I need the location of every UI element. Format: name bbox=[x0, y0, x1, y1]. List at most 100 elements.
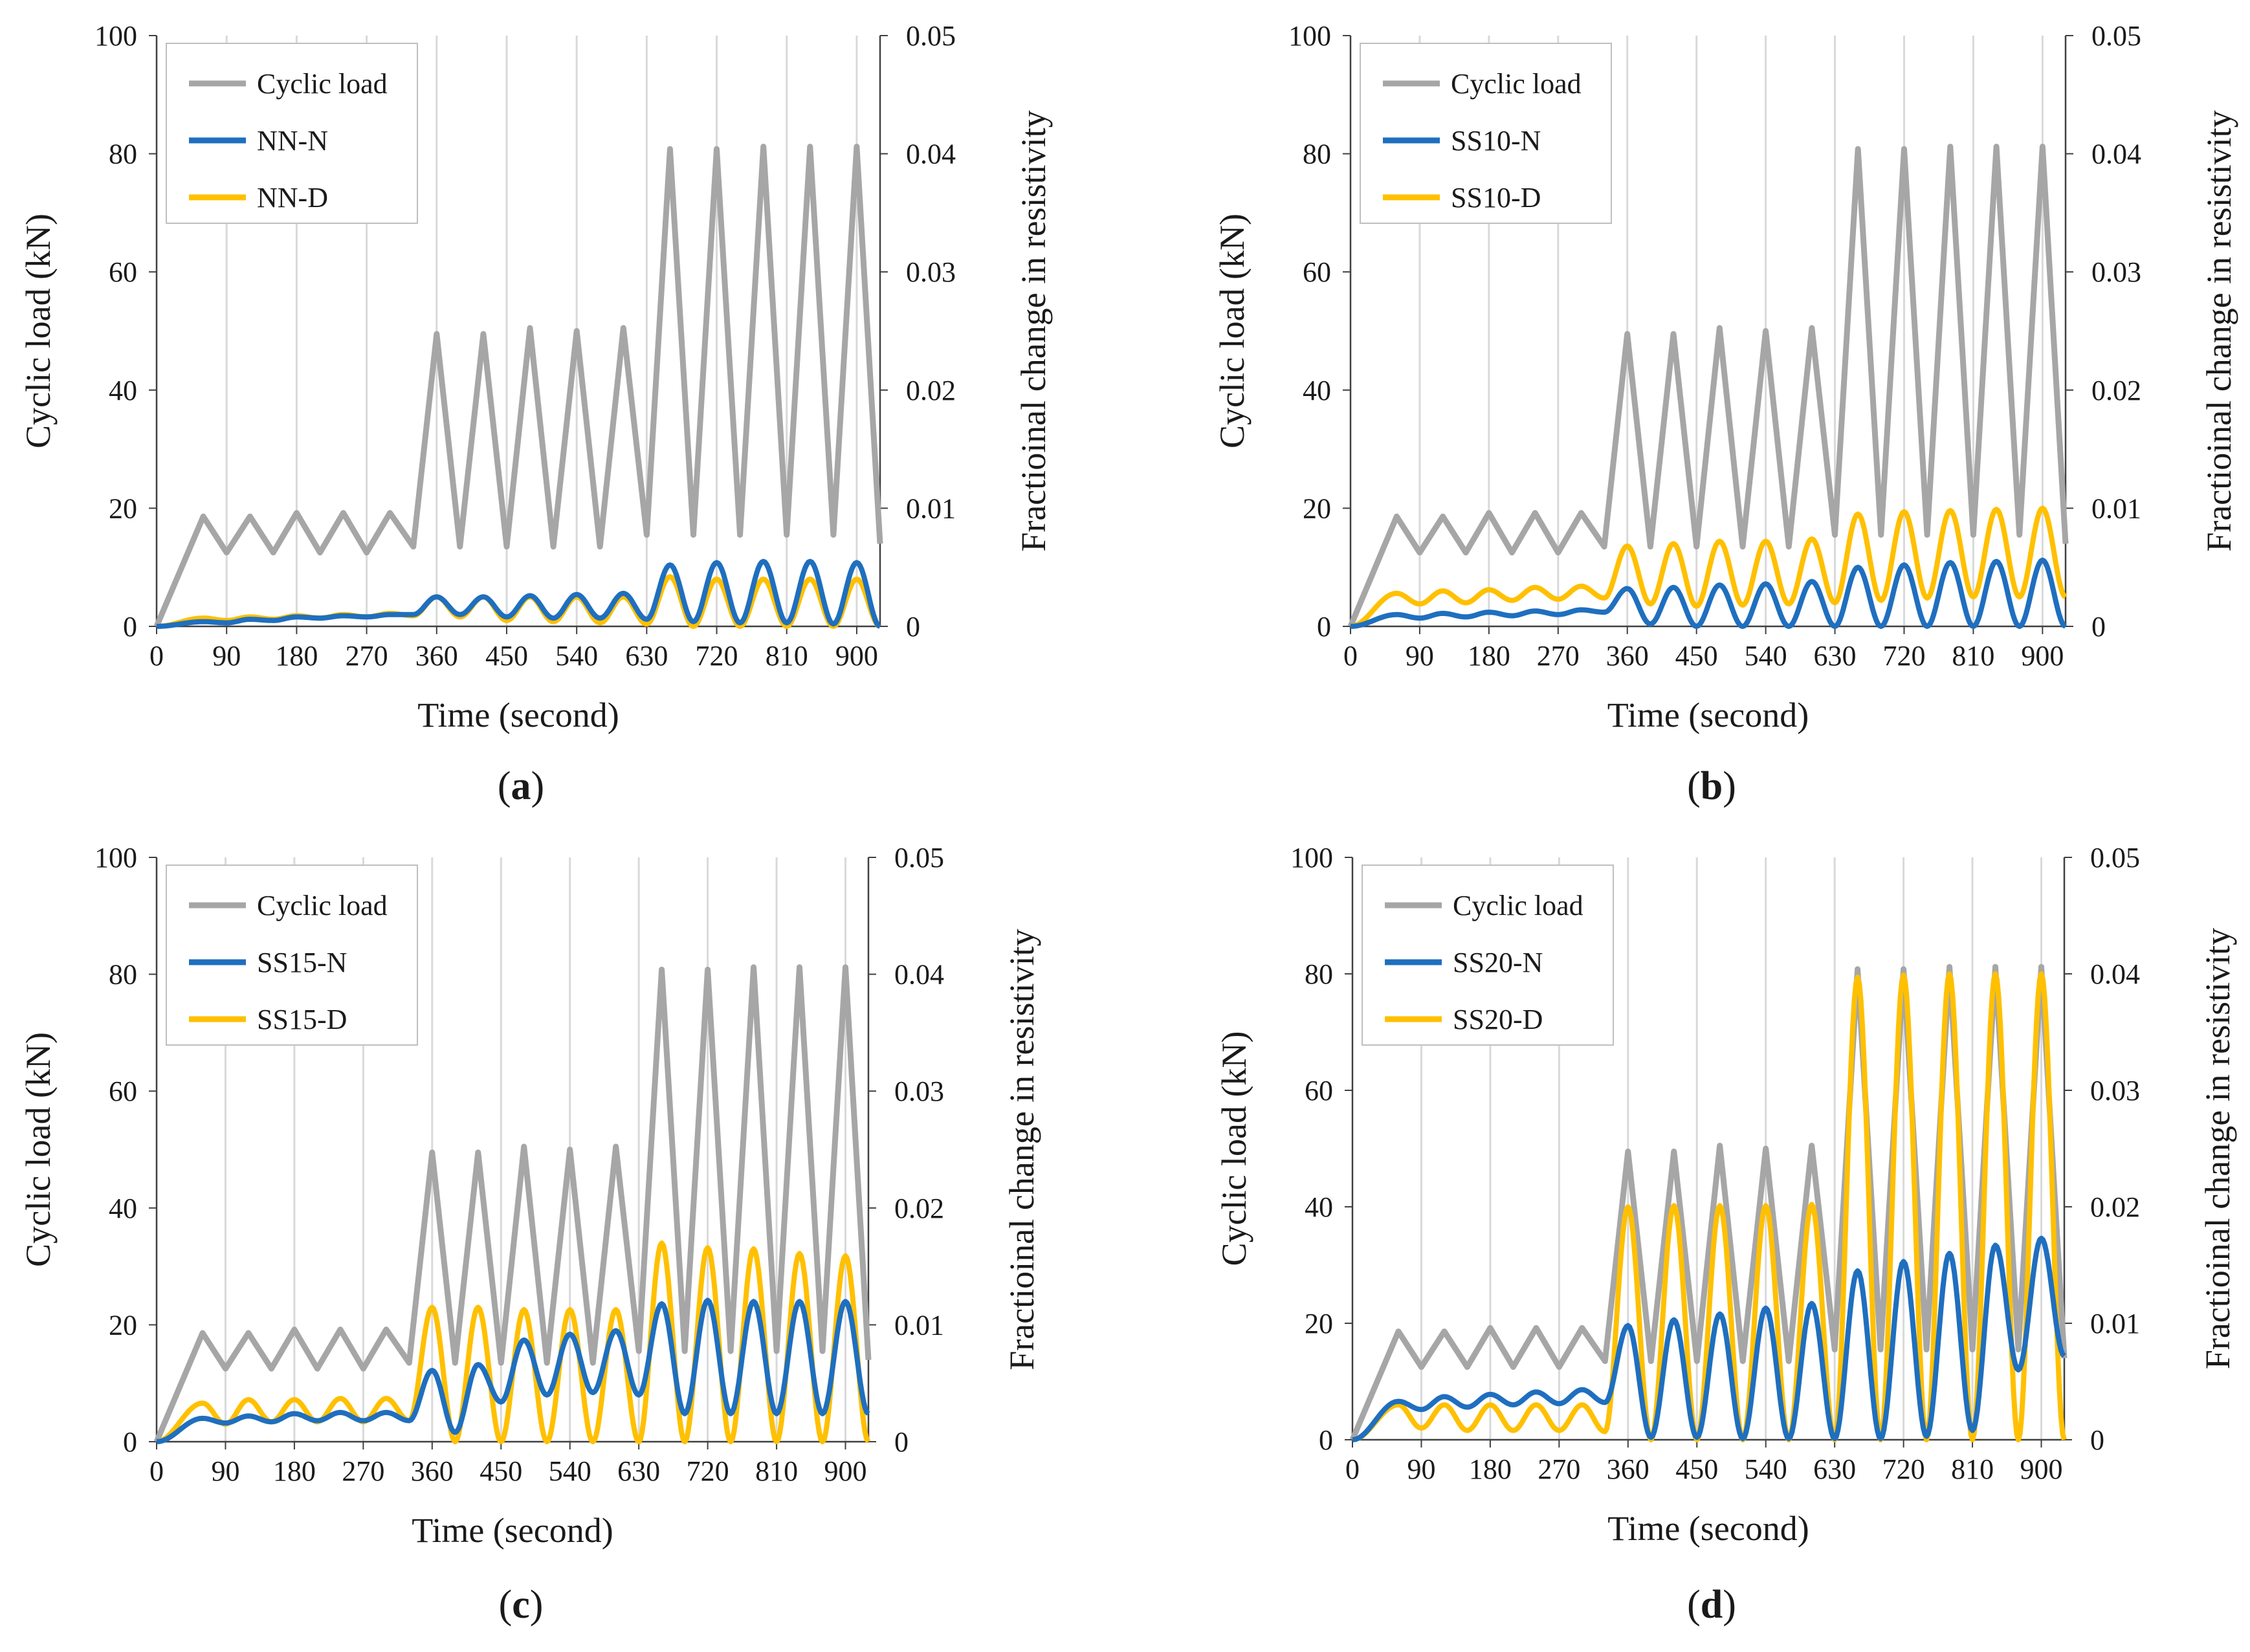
x-tick-label: 720 bbox=[1882, 640, 1925, 672]
x-tick-label: 900 bbox=[2021, 640, 2064, 672]
x-tick-label: 630 bbox=[625, 640, 668, 672]
x-tick-label: 270 bbox=[346, 640, 388, 672]
x-tick-label: 540 bbox=[1745, 1453, 1787, 1485]
x-tick-label: 270 bbox=[1537, 640, 1580, 672]
y-axis-title: Cyclic load (kN) bbox=[19, 214, 58, 448]
series-cyclic-load bbox=[1349, 964, 2068, 1441]
y2-tick-label: 0.01 bbox=[894, 1309, 944, 1341]
y-tick-label: 40 bbox=[1303, 375, 1331, 406]
y-tick-label: 100 bbox=[94, 20, 137, 52]
y2-tick-label: 0.03 bbox=[906, 256, 956, 288]
x-tick-label: 540 bbox=[1745, 640, 1787, 672]
y-tick-label: 20 bbox=[1303, 492, 1331, 524]
y2-tick-label: 0.05 bbox=[894, 842, 944, 874]
panel-a: 0 90 180 270 360 450 540 630 720 810 900 0 20 40 60 80 1… bbox=[19, 20, 1053, 808]
x-tick-label: 810 bbox=[1951, 1453, 1994, 1485]
caption-paren-open: ( bbox=[498, 764, 511, 808]
x-tick-label: 810 bbox=[766, 640, 808, 672]
y-tick-label: 60 bbox=[1303, 256, 1331, 288]
caption-paren-close: ) bbox=[1723, 1583, 1736, 1627]
x-tick-label: 900 bbox=[824, 1455, 867, 1487]
legend-box bbox=[1360, 43, 1612, 224]
y2-tick-label: 0.04 bbox=[2091, 138, 2141, 170]
y-tick-label: 0 bbox=[1317, 611, 1331, 643]
y2-axis-title: Fractioinal change in resistivity bbox=[2198, 928, 2237, 1369]
caption-paren-open: ( bbox=[499, 1583, 513, 1627]
y2-tick-label: 0.04 bbox=[906, 138, 956, 170]
y2-tick-label: 0.05 bbox=[2091, 20, 2141, 52]
y2-tick-label: 0.02 bbox=[894, 1193, 944, 1224]
x-tick-label: 720 bbox=[696, 640, 738, 672]
y-tick-label: 80 bbox=[1303, 138, 1331, 170]
x-tick-label: 810 bbox=[755, 1455, 798, 1487]
caption-paren-close: ) bbox=[530, 1583, 544, 1627]
y-tick-label: 100 bbox=[1290, 842, 1333, 874]
y-tick-label: 0 bbox=[123, 1426, 137, 1458]
y2-tick-label: 0.05 bbox=[906, 20, 956, 52]
y2-axis-title: Fractioinal change in resistivity bbox=[1002, 929, 1041, 1370]
y2-tick-label: 0.02 bbox=[2090, 1191, 2140, 1223]
panel-caption: (a) bbox=[498, 764, 544, 808]
y-tick-label: 0 bbox=[1319, 1424, 1333, 1456]
series-nn-n bbox=[156, 558, 881, 629]
y-tick-label: 100 bbox=[94, 842, 137, 874]
panel-caption: (c) bbox=[499, 1583, 544, 1627]
legend-label: SS20-N bbox=[1453, 947, 1543, 978]
series-cyclic-load bbox=[153, 144, 883, 628]
y-tick-label: 80 bbox=[1305, 958, 1333, 990]
legend-label: SS20-D bbox=[1453, 1004, 1543, 1035]
x-tick-label: 270 bbox=[1538, 1453, 1580, 1485]
series-cyclic-load bbox=[153, 964, 872, 1443]
y2-tick-label: 0.03 bbox=[894, 1075, 944, 1107]
y2-tick-label: 0.04 bbox=[2090, 958, 2140, 990]
x-axis-title: Time (second) bbox=[1607, 696, 1809, 734]
y-axis-title: Cyclic load (kN) bbox=[19, 1032, 58, 1267]
y-tick-label: 80 bbox=[109, 138, 137, 170]
y2-tick-label: 0 bbox=[894, 1426, 909, 1458]
x-tick-label: 450 bbox=[1675, 1453, 1718, 1485]
series-ss15-n bbox=[156, 1297, 870, 1444]
y-axis-title: Cyclic load (kN) bbox=[1213, 214, 1252, 448]
x-tick-label: 720 bbox=[687, 1455, 729, 1487]
x-tick-label: 810 bbox=[1952, 640, 1994, 672]
x-tick-label: 90 bbox=[211, 1455, 239, 1487]
series-cyclic-load bbox=[1347, 144, 2069, 628]
legend-label: SS10-N bbox=[1451, 125, 1541, 157]
x-tick-label: 180 bbox=[1468, 640, 1510, 672]
x-tick-label: 450 bbox=[480, 1455, 522, 1487]
legend-label: Cyclic load bbox=[1453, 890, 1583, 921]
y2-tick-label: 0.01 bbox=[906, 492, 956, 524]
y-tick-label: 60 bbox=[109, 1075, 137, 1107]
panel-c: 0 90 180 270 360 450 540 630 720 810 900 0 20 40 60 80 1… bbox=[19, 842, 1041, 1627]
y-tick-label: 40 bbox=[109, 1193, 137, 1224]
x-tick-label: 180 bbox=[275, 640, 318, 672]
y2-tick-label: 0 bbox=[2091, 611, 2106, 643]
x-tick-label: 360 bbox=[1606, 640, 1649, 672]
x-tick-label: 0 bbox=[1345, 1453, 1360, 1485]
x-tick-label: 540 bbox=[555, 640, 598, 672]
y-tick-label: 20 bbox=[109, 1309, 137, 1341]
y2-tick-label: 0.04 bbox=[894, 959, 944, 991]
y2-tick-label: 0.02 bbox=[906, 375, 956, 406]
y2-tick-label: 0.03 bbox=[2090, 1075, 2140, 1107]
series-ss15-d bbox=[156, 1240, 871, 1444]
panel-caption: (b) bbox=[1687, 764, 1736, 808]
x-tick-label: 900 bbox=[835, 640, 878, 672]
panel-d: 0 90 180 270 360 450 540 630 720 810 900 0 20 40 60 80 1… bbox=[1215, 842, 2237, 1627]
y2-axis-title: Fractioinal change in resistivity bbox=[1014, 110, 1053, 551]
x-axis-title: Time (second) bbox=[1607, 1509, 1809, 1548]
y2-tick-label: 0.05 bbox=[2090, 842, 2140, 874]
legend-label: SS15-D bbox=[257, 1004, 347, 1035]
y-tick-label: 40 bbox=[1305, 1191, 1333, 1223]
y-tick-label: 60 bbox=[109, 256, 137, 288]
y2-axis-title: Fractioinal change in resistivity bbox=[2200, 110, 2238, 551]
legend-box bbox=[166, 43, 418, 224]
caption-paren-close: ) bbox=[1723, 764, 1736, 808]
x-tick-label: 720 bbox=[1882, 1453, 1925, 1485]
y-tick-label: 40 bbox=[109, 375, 137, 406]
y2-tick-label: 0.03 bbox=[2091, 256, 2141, 288]
series-ss20-n bbox=[1352, 1235, 2066, 1442]
panel-caption: (d) bbox=[1687, 1583, 1736, 1627]
x-tick-label: 180 bbox=[1469, 1453, 1512, 1485]
